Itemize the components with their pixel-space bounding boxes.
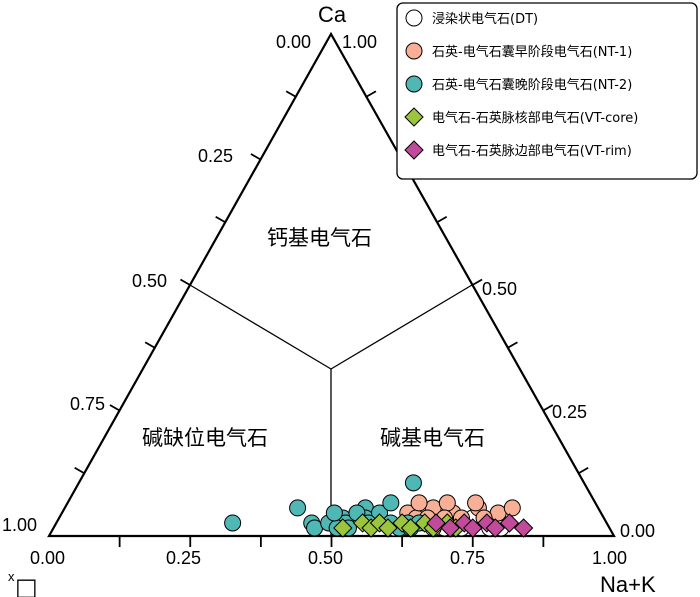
left-tick-label-075: 0.75 [70,394,105,414]
bottom-tick-label-000: 0.00 [30,548,65,568]
region-label-calcic: 钙基电气石 [267,226,372,250]
right-tick [542,404,554,412]
apex-label-vacancy: □ [15,573,38,597]
right-tick-label-025: 0.25 [552,402,587,422]
data-point [333,518,353,538]
right-tick-label-050: 0.50 [482,279,517,299]
bottom-tick-label-100: 1.00 [592,548,627,568]
legend-entry-label: 石英-电气石囊早阶段电气石(NT-1) [432,44,632,60]
right-tick [365,90,377,98]
left-tick [250,153,261,161]
legend: 浸染状电气石(DT) 石英-电气石囊早阶段电气石(NT-1) 石英-电气石囊晚阶段电… [396,2,698,180]
bottom-tick-label-025: 0.25 [166,548,201,568]
right-tick [472,278,483,286]
left-tick-label-100: 1.00 [2,515,37,535]
data-point [467,494,485,512]
left-tick [74,466,85,475]
legend-entry-label: 电气石-石英脉边部电气石(VT-rim) [432,143,632,159]
left-tick [285,90,297,98]
apex-label-ca: Ca [318,2,347,27]
legend-marker [405,42,423,60]
data-point [378,518,398,538]
region-label-x-vacant: 碱缺位电气石 [142,426,268,450]
data-point [382,494,400,512]
axis-ticks [74,90,589,547]
apex-label-x-superscript: x [8,569,15,584]
field-boundaries [189,284,473,536]
left-tick [215,215,226,224]
data-point [440,518,460,538]
data-point [404,474,422,492]
left-axis-labels: 0.00 0.25 0.50 0.75 1.00 [2,32,311,535]
region-label-alkali: 碱基电气石 [380,426,485,450]
legend-items: 浸染状电气石(DT) 石英-电气石囊早阶段电气石(NT-1) 石英-电气石囊晚阶段电… [404,9,638,160]
data-point [306,519,324,537]
bottom-tick-label-050: 0.50 [308,548,343,568]
data-point [485,518,506,538]
bottom-axis-labels: 0.00 0.25 0.50 0.75 1.00 [30,548,627,568]
left-tick [144,341,156,349]
data-point [224,514,242,532]
left-tick [109,404,120,412]
data-point [463,518,483,538]
left-tick-label-000: 0.00 [276,32,311,52]
data-point [489,504,507,522]
right-tick-label-000: 0.00 [620,521,655,541]
data-point [325,504,343,522]
data-points [224,474,534,538]
legend-marker [405,75,423,93]
data-point [410,494,428,512]
legend-marker [405,9,423,27]
left-tick-label-050: 0.50 [132,271,167,291]
left-tick-label-025: 0.25 [198,146,233,166]
right-tick-label-100: 1.00 [342,32,377,52]
legend-box [396,2,698,180]
boundary-right [330,284,473,370]
data-point [499,513,520,533]
bottom-tick-label-075: 0.75 [450,548,485,568]
legend-entry-label: 电气石-石英脉核部电气石(VT-core) [432,110,638,126]
legend-marker [404,107,424,127]
data-point [438,494,456,512]
data-point [503,499,521,517]
right-tick [507,341,518,349]
data-point [289,499,307,517]
data-point [426,513,446,533]
legend-entry-label: 石英-电气石囊晚阶段电气石(NT-2) [432,77,632,93]
apex-label-na-k: Na+K [600,572,656,597]
legend-entry-label: 浸染状电气石(DT) [432,11,538,27]
data-point [400,518,421,538]
left-tick [179,278,191,286]
data-point [513,518,534,538]
boundary-left [189,284,332,370]
right-tick [436,215,448,224]
right-tick [578,466,589,475]
legend-marker [404,140,424,160]
